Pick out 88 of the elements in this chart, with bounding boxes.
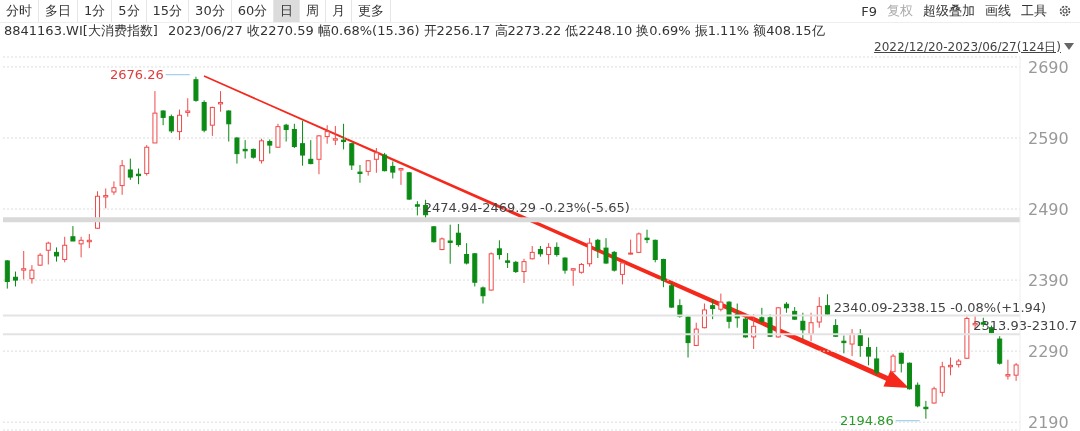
- chart-subtitle: 2023/06/27 收2270.59 幅0.68%(15.36) 开2256.17 高2273.22 低2248.10 换0.69% 振1.11% 额408.15亿: [167, 23, 825, 38]
- candlestick: [660, 258, 666, 288]
- candlestick: [857, 328, 863, 358]
- candlestick: [160, 109, 166, 126]
- y-tick-label: 2490: [1028, 199, 1069, 219]
- candlestick: [915, 381, 921, 408]
- candlestick: [341, 123, 347, 150]
- text: 更多: [352, 0, 392, 22]
- candlestick: [480, 285, 486, 305]
- candlestick: [234, 136, 240, 165]
- y-tick-label: 2590: [1028, 128, 1069, 148]
- candlestick: [21, 250, 27, 280]
- candlestick: [78, 236, 84, 258]
- candlestick: [923, 400, 929, 420]
- candlestick: [111, 180, 117, 196]
- candlestick: [193, 76, 199, 103]
- text: 15分: [146, 0, 190, 22]
- candlestick: [373, 147, 379, 174]
- candlestick: [259, 138, 265, 165]
- candlestick: [209, 106, 215, 137]
- text: 多日: [39, 0, 78, 22]
- y-tick-label: 2290: [1028, 341, 1069, 361]
- candlestick: [398, 167, 404, 186]
- candlestick: [308, 139, 314, 165]
- ref-line-label: 2340.09-2338.15 -0.08%(+1.94): [833, 299, 1047, 315]
- candlestick: [103, 187, 109, 209]
- text: 复权: [886, 2, 914, 20]
- candlestick: [226, 109, 232, 143]
- candlestick: [300, 120, 306, 167]
- text: 5分: [112, 0, 147, 22]
- candlestick: [332, 125, 338, 146]
- candlestick: [4, 259, 10, 290]
- y-tick-label: 2190: [1028, 412, 1069, 431]
- candlestick: [127, 158, 133, 181]
- text: 画线: [984, 2, 1012, 20]
- candlestick: [874, 346, 880, 376]
- candlestick: [447, 224, 453, 265]
- candlestick: [841, 335, 847, 354]
- candlestick: [701, 303, 707, 329]
- y-tick-label: 2390: [1028, 270, 1069, 290]
- candlestick: [316, 134, 322, 175]
- candlestick: [644, 229, 650, 244]
- candlestick: [1005, 359, 1011, 381]
- candlestick: [324, 124, 330, 145]
- text: F9: [860, 2, 878, 21]
- y-tick-label: 2690: [1028, 57, 1069, 77]
- text: 日: [274, 0, 301, 22]
- candlestick: [603, 237, 609, 265]
- candlestick: [669, 282, 675, 309]
- text: 1分: [78, 0, 113, 22]
- candlestick: [595, 238, 601, 259]
- candlestick: [611, 250, 617, 273]
- text: 周: [300, 0, 327, 22]
- candlestick: [275, 123, 281, 149]
- annotation: 2676.26: [109, 66, 164, 82]
- candlestick: [521, 258, 527, 284]
- candlestick: [808, 312, 814, 342]
- candlestick: [455, 223, 461, 248]
- candlestick: [119, 159, 125, 196]
- text: 60分: [231, 0, 275, 22]
- text: 分时: [0, 0, 39, 22]
- candlestick: [816, 296, 822, 329]
- candlestick: [168, 114, 174, 134]
- annotation: 2194.86: [839, 412, 894, 428]
- text: 2022/12/20-2023/06/27(124日): [874, 38, 1061, 56]
- candlestick: [62, 236, 68, 263]
- candlestick: [496, 239, 502, 260]
- candlestick: [349, 142, 355, 171]
- candlestick: [587, 237, 593, 268]
- candlestick: [357, 164, 363, 184]
- candlestick: [70, 225, 76, 242]
- text: 月: [326, 0, 353, 22]
- candlestick: [29, 264, 35, 285]
- candlestick: [218, 90, 224, 113]
- candlestick: [710, 298, 716, 320]
- candlestick: [759, 307, 765, 324]
- text: 30分: [189, 0, 232, 22]
- chart-title: 8841163.WI[大消费指数]: [4, 23, 158, 38]
- candlestick: [242, 139, 248, 160]
- text: 工具: [1020, 2, 1048, 20]
- candlestick: [185, 97, 191, 118]
- candlestick: [865, 337, 871, 366]
- candlestick: [849, 328, 855, 357]
- candlestick: [800, 312, 806, 340]
- text: 超级叠加: [922, 2, 976, 20]
- candlestick: [177, 109, 183, 141]
- candlestick: [291, 123, 297, 149]
- candlestick: [546, 242, 552, 265]
